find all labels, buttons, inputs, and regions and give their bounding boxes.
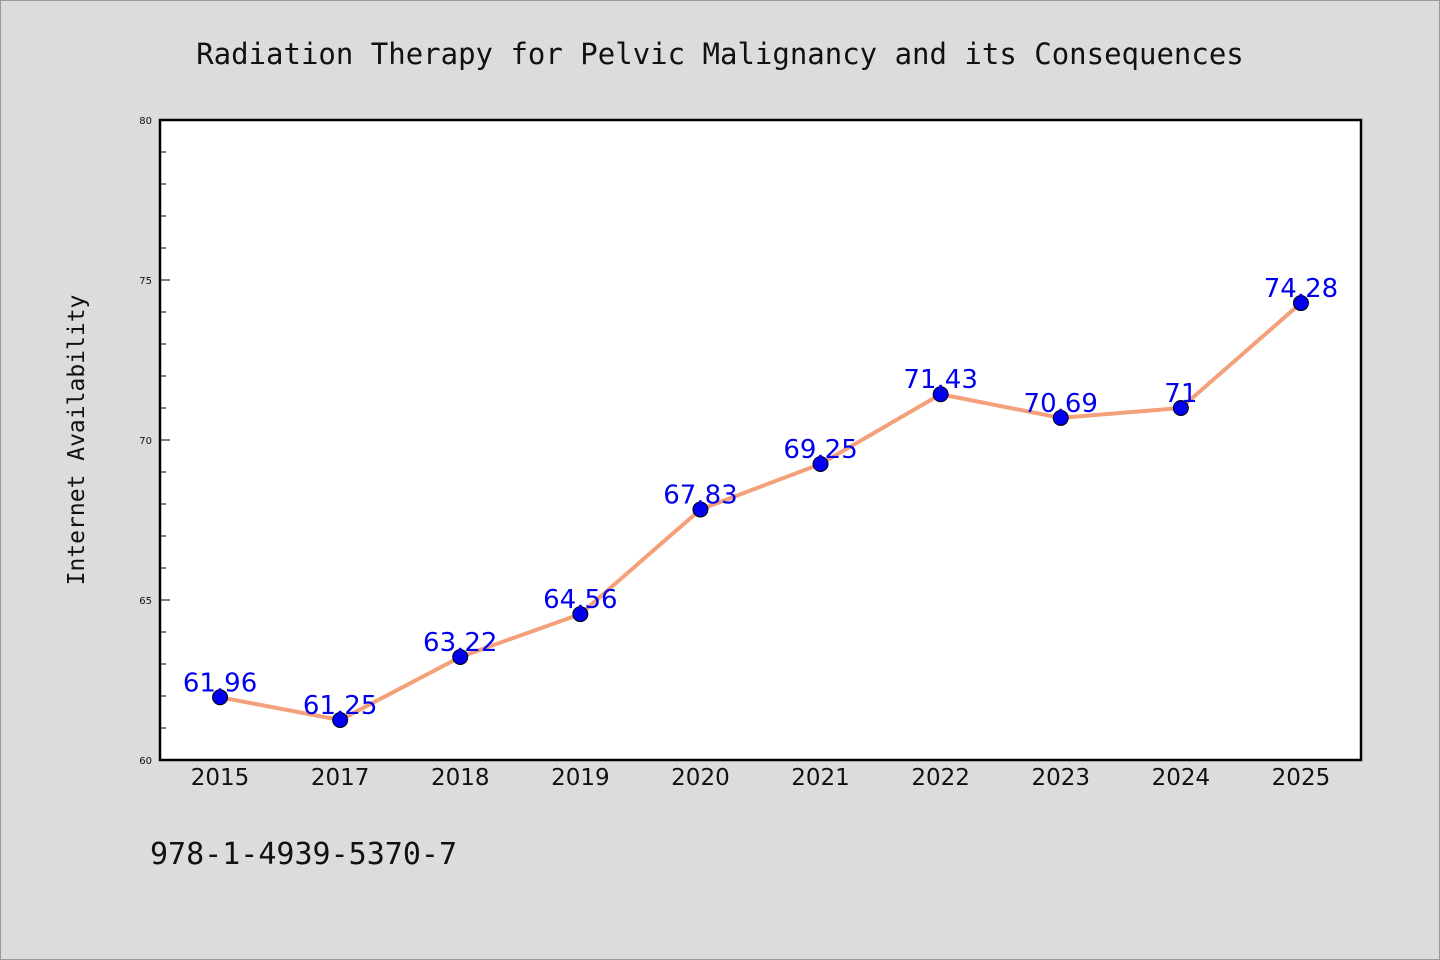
data-point: [1292, 295, 1309, 312]
series-line: [218, 301, 1303, 722]
data-label: 61.25: [303, 691, 377, 721]
x-tick-label: 2022: [911, 765, 970, 791]
chart-title: Radiation Therapy for Pelvic Malignancy …: [196, 37, 1244, 71]
x-tick-label: 2023: [1031, 765, 1090, 791]
data-label: 69.25: [783, 435, 857, 465]
x-tick-label: 2024: [1152, 765, 1211, 791]
plot-area: [158, 118, 1363, 762]
y-tick-label: 75: [139, 276, 152, 287]
x-tick-label: 2018: [431, 765, 490, 791]
data-label: 71: [1164, 379, 1197, 409]
y-tick-label: 60: [139, 756, 152, 767]
x-tick-label: 2019: [551, 765, 610, 791]
data-label: 63.22: [423, 628, 497, 658]
data-label: 74.28: [1264, 274, 1338, 304]
data-point: [572, 606, 589, 623]
y-axis: 60 65 70 75 80: [139, 116, 170, 767]
y-tick-label: 70: [139, 436, 152, 447]
x-axis: 2015 2017 2018 2019 2020 2021 2022 2023 2024 2025: [191, 765, 1330, 791]
data-label: 64.56: [543, 585, 617, 615]
x-tick-label: 2021: [791, 765, 850, 791]
x-tick-label: 2020: [671, 765, 730, 791]
y-tick-label: 80: [139, 116, 152, 127]
data-label: 61.96: [183, 668, 257, 698]
data-point: [1052, 409, 1069, 426]
footer-isbn: 978-1-4939-5370-7: [150, 837, 457, 872]
x-tick-label: 2025: [1272, 765, 1331, 791]
data-point: [452, 648, 469, 665]
data-point: [332, 712, 349, 728]
data-point: [1172, 400, 1189, 416]
y-tick-label: 65: [139, 596, 152, 607]
y-axis-label: Internet Availability: [64, 295, 90, 586]
data-point: [932, 386, 949, 403]
data-label: 71.43: [903, 365, 977, 395]
data-point: [692, 501, 709, 518]
data-labels: 61.96 61.25 63.22 64.56 67.83 69.25 71.43 70.69…: [183, 274, 1338, 721]
data-point: [812, 456, 829, 472]
data-label: 70.69: [1024, 389, 1098, 419]
data-point: [212, 689, 229, 706]
x-tick-label: 2017: [311, 765, 370, 791]
data-label: 67.83: [663, 480, 737, 510]
x-tick-label: 2015: [191, 765, 250, 791]
series-markers: [212, 295, 1309, 728]
